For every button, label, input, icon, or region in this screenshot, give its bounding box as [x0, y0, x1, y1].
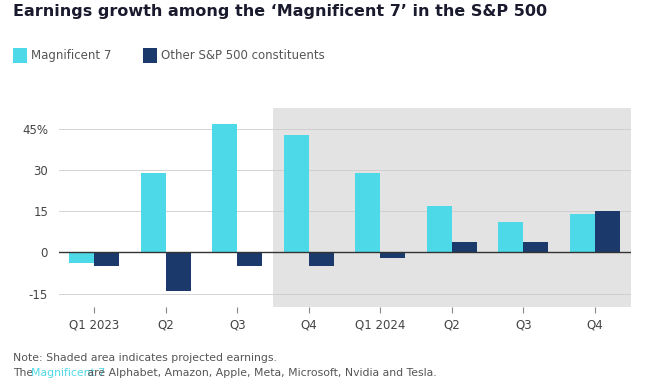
Bar [212, 124, 237, 253]
Bar [499, 222, 523, 253]
Bar [380, 253, 406, 258]
Bar [309, 253, 334, 266]
Bar [140, 173, 166, 253]
Bar [569, 214, 595, 253]
Text: Magnificent 7: Magnificent 7 [31, 368, 105, 378]
Bar [166, 253, 191, 291]
Bar [237, 253, 262, 266]
Bar [523, 242, 548, 253]
Text: The: The [13, 368, 36, 378]
Text: Magnificent 7: Magnificent 7 [31, 49, 111, 62]
Bar [273, 108, 630, 307]
Text: are Alphabet, Amazon, Apple, Meta, Microsoft, Nvidia and Tesla.: are Alphabet, Amazon, Apple, Meta, Micro… [84, 368, 437, 378]
Bar [94, 253, 120, 266]
Bar [427, 206, 452, 253]
Bar [355, 173, 380, 253]
Text: Note: Shaded area indicates projected earnings.: Note: Shaded area indicates projected ea… [13, 353, 277, 363]
Text: Earnings growth among the ‘Magnificent 7’ in the S&P 500: Earnings growth among the ‘Magnificent 7… [13, 4, 547, 19]
Bar [595, 212, 620, 253]
Text: Other S&P 500 constituents: Other S&P 500 constituents [161, 49, 324, 62]
Bar [452, 242, 476, 253]
Bar [284, 135, 309, 253]
Bar [69, 253, 94, 263]
